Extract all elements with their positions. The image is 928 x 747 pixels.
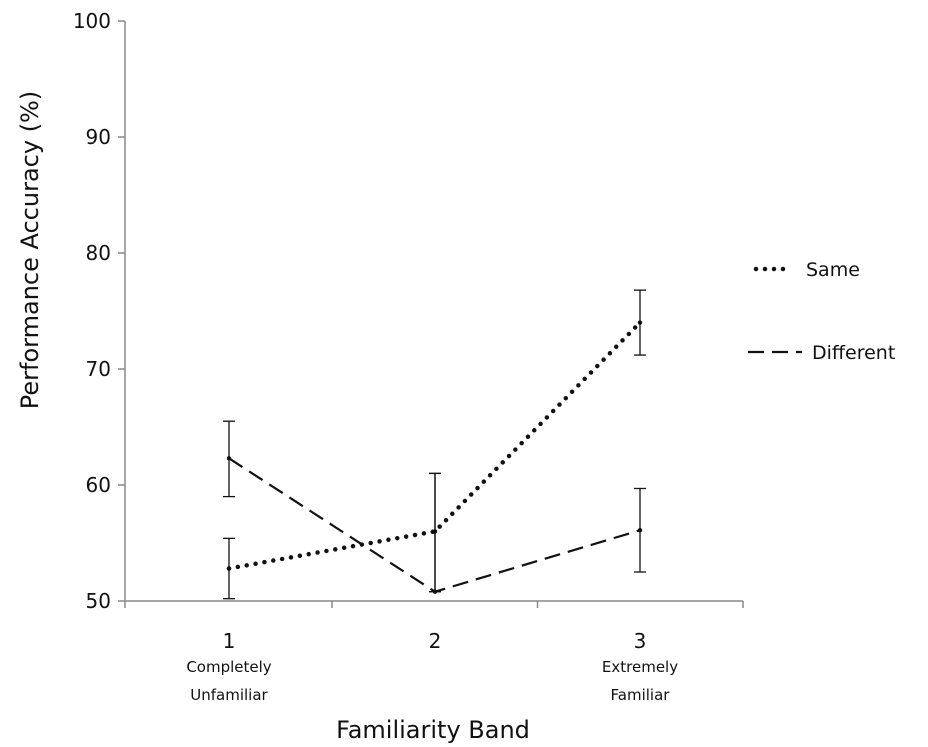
x-tick-label: 3 xyxy=(634,629,647,653)
data-point xyxy=(432,589,438,594)
data-point xyxy=(226,566,232,571)
data-point xyxy=(637,528,643,533)
legend-item-different: Different xyxy=(748,342,895,364)
x-tick-sublabel: Unfamiliar xyxy=(190,686,268,704)
legend-label: Different xyxy=(812,342,895,364)
data-point xyxy=(226,456,232,461)
series-group xyxy=(223,289,646,600)
series-different xyxy=(223,420,646,594)
x-tick-label: 2 xyxy=(429,629,442,653)
y-tick-label: 70 xyxy=(86,357,111,381)
x-axis-title: Familiarity Band xyxy=(336,716,530,744)
y-axis-title: Performance Accuracy (%) xyxy=(16,91,44,409)
legend-label: Same xyxy=(806,259,860,281)
y-tick-label: 60 xyxy=(86,473,111,497)
legend: Same Different xyxy=(748,259,895,364)
x-tick-label: 1 xyxy=(223,629,236,653)
axes xyxy=(124,21,743,602)
y-tick-label: 90 xyxy=(86,125,111,149)
x-ticks: 1 Completely Unfamiliar 2 3 Extremely Familiar xyxy=(124,601,744,704)
x-tick-sublabel: Completely xyxy=(186,658,271,676)
x-tick-sublabel: Extremely xyxy=(602,658,678,676)
y-tick-label: 100 xyxy=(73,9,111,33)
legend-item-same: Same xyxy=(753,259,860,281)
y-tick-label: 80 xyxy=(86,241,111,265)
x-tick-sublabel: Familiar xyxy=(611,686,671,704)
y-tick-label: 50 xyxy=(86,589,111,613)
y-ticks: 50 60 70 80 90 100 xyxy=(73,9,125,613)
data-point xyxy=(637,320,643,325)
series-line xyxy=(226,320,643,571)
